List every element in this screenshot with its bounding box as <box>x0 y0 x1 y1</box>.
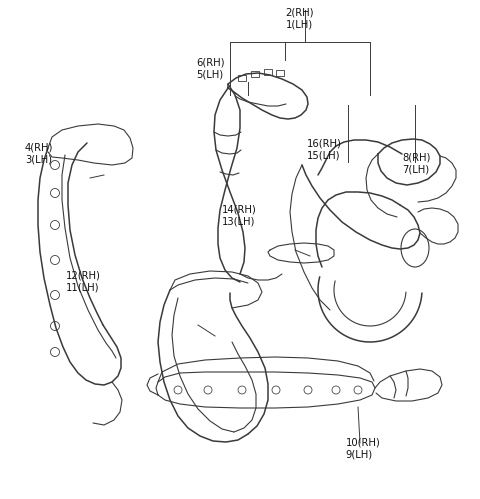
Text: 16(RH)
15(LH): 16(RH) 15(LH) <box>307 139 342 161</box>
Text: 8(RH)
7(LH): 8(RH) 7(LH) <box>402 153 431 175</box>
Text: 12(RH)
11(LH): 12(RH) 11(LH) <box>66 271 101 293</box>
Bar <box>264 69 272 75</box>
Text: 6(RH)
5(LH): 6(RH) 5(LH) <box>196 58 224 80</box>
Text: 14(RH)
13(LH): 14(RH) 13(LH) <box>222 205 256 227</box>
Bar <box>238 75 246 81</box>
Bar <box>276 70 284 76</box>
Text: 4(RH)
3(LH): 4(RH) 3(LH) <box>25 143 53 165</box>
Text: 10(RH)
9(LH): 10(RH) 9(LH) <box>346 437 380 459</box>
Text: 2(RH)
1(LH): 2(RH) 1(LH) <box>286 7 314 29</box>
Bar <box>251 71 259 77</box>
